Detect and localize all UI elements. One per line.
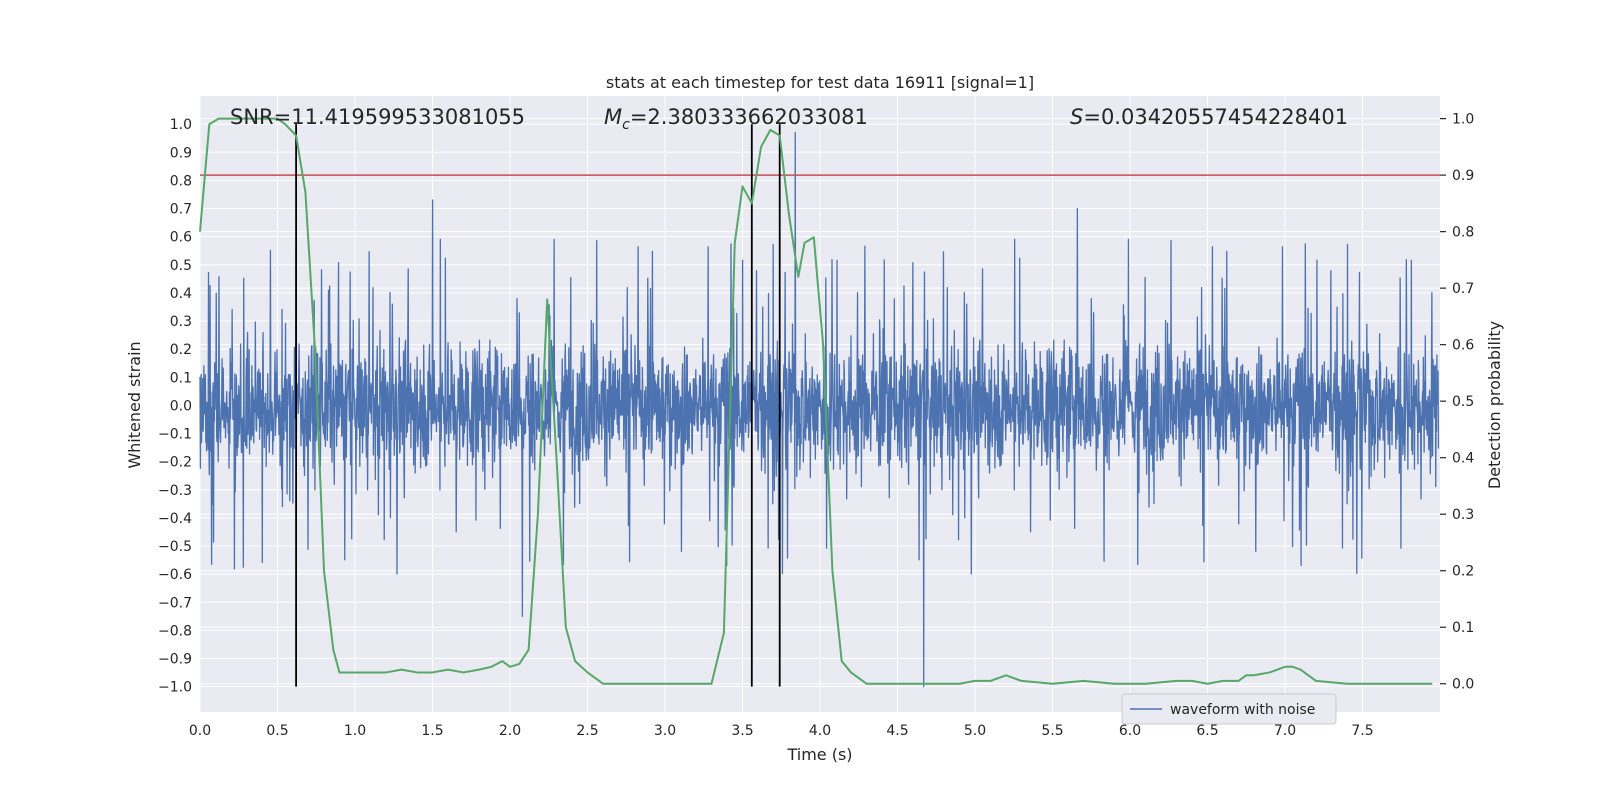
y-tick-label: 0.3	[170, 314, 192, 330]
legend-box	[1121, 693, 1337, 725]
y-tick-label: −0.6	[158, 567, 192, 583]
y-tick-label: −0.7	[158, 595, 192, 611]
snr-annotation: SNR=11.419599533081055	[230, 105, 525, 129]
y2-tick-label: 0.3	[1452, 507, 1474, 523]
x-tick-label: 0.5	[266, 723, 288, 739]
y-tick-label: 0.6	[170, 230, 192, 246]
x-tick-label: 3.0	[654, 723, 676, 739]
s-symbol: S	[1070, 105, 1083, 129]
x-tick-label: 1.5	[421, 723, 443, 739]
y-tick-label: 0.8	[170, 173, 192, 189]
y2-axis-label: Detection probability	[1485, 321, 1504, 489]
x-tick-label: 5.0	[964, 723, 986, 739]
y-tick-label: 0.7	[170, 202, 192, 218]
y-tick-label: 0.9	[170, 145, 192, 161]
x-tick-label: 7.0	[1274, 723, 1296, 739]
y-tick-label: −0.8	[158, 623, 192, 639]
chirp-mass-annotation: Mc=2.380333662033081	[604, 105, 868, 133]
y2-tick-label: 0.9	[1452, 168, 1474, 184]
axes: 0.0 0.5 1.0 1.5 2.0 2.5 3.0 3.5 4.0 4.5 5.0 5.5 6.0 6…	[158, 112, 1474, 739]
x-tick-label: 2.0	[499, 723, 521, 739]
y-tick-label: 1.0	[170, 117, 192, 133]
y2-tick-label: 0.6	[1452, 338, 1474, 354]
y-tick-label: −0.4	[158, 511, 192, 527]
series-waveform-with-noise	[199, 131, 1440, 688]
x-tick-label: 4.5	[886, 723, 908, 739]
y-axis-label: Whitened strain	[125, 341, 144, 468]
y-tick-label: 0.2	[170, 342, 192, 358]
series-detection-probability	[199, 117, 1433, 685]
x-tick-label: 2.5	[576, 723, 598, 739]
y2-tick-label: 0.5	[1452, 394, 1474, 410]
x-tick-label: 5.5	[1041, 723, 1063, 739]
y-tick-label: −0.9	[158, 652, 192, 668]
y-tick-label: 0.1	[170, 370, 192, 386]
x-tick-label: 1.0	[344, 723, 366, 739]
y2-tick-label: 0.2	[1452, 564, 1474, 580]
x-tick-label: 0.0	[189, 723, 211, 739]
x-tick-label: 3.5	[731, 723, 753, 739]
y-tick-label: −0.3	[158, 483, 192, 499]
s-value: =0.03420557454228401	[1083, 105, 1348, 129]
x-tick-label: 7.5	[1351, 723, 1373, 739]
s-annotation: S=0.03420557454228401	[1070, 105, 1348, 129]
legend: waveform with noise	[1121, 693, 1337, 725]
chirp-mass-symbol: M	[604, 105, 622, 129]
y2-tick-label: 0.1	[1452, 620, 1474, 636]
y2-tick-label: 0.7	[1452, 281, 1474, 297]
y2-tick-label: 1.0	[1452, 112, 1474, 128]
y2-tick-label: 0.0	[1452, 677, 1474, 693]
y-tick-label: −0.2	[158, 455, 192, 471]
y2-tick-label: 0.4	[1452, 451, 1474, 467]
x-tick-label: 6.0	[1119, 723, 1141, 739]
y-tick-label: 0.0	[170, 398, 192, 414]
x-tick-label: 6.5	[1196, 723, 1218, 739]
y-tick-label: 0.4	[170, 286, 192, 302]
chirp-mass-value: =2.380333662033081	[630, 105, 868, 129]
series-layer	[199, 117, 1440, 688]
y-tick-label: 0.5	[170, 258, 192, 274]
y-tick-label: −1.0	[158, 680, 192, 696]
legend-label-waveform: waveform with noise	[1170, 702, 1315, 718]
chirp-mass-subscript: c	[622, 117, 630, 133]
y-tick-label: −0.1	[158, 427, 192, 443]
y2-tick-label: 0.8	[1452, 225, 1474, 241]
x-tick-label: 4.0	[809, 723, 831, 739]
y-tick-label: −0.5	[158, 539, 192, 555]
chart-title: stats at each timestep for test data 169…	[606, 73, 1034, 92]
x-axis-label: Time (s)	[786, 745, 852, 764]
